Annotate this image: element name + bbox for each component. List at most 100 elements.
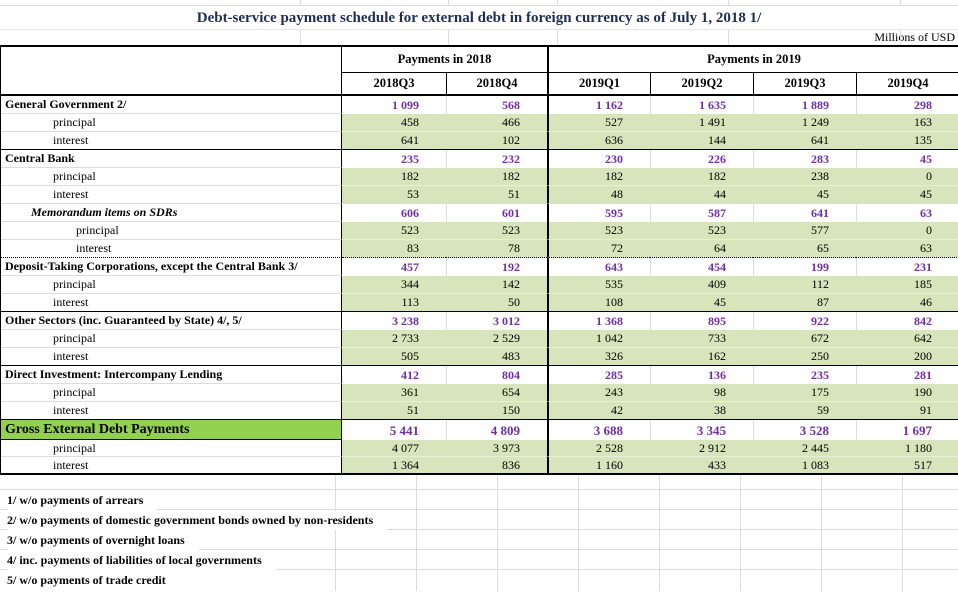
value-cell-total: 641 xyxy=(753,204,856,222)
value-cell-principal: 182 xyxy=(547,168,650,186)
debt-schedule-table: Payments in 2018 Payments in 2019 2018Q3… xyxy=(0,45,958,475)
value-cell-total: 412 xyxy=(401,367,419,382)
table-row-interest: interest 83 78 72 64 65 63 xyxy=(1,240,958,258)
empty-sheet-row xyxy=(0,475,958,490)
value-cell-principal: 182 xyxy=(446,168,547,186)
value-cell-principal: 243 xyxy=(547,384,650,402)
value-cell-principal: 458 xyxy=(342,114,446,132)
sheet-gridline xyxy=(300,30,301,45)
section-label: Other Sectors (inc. Guaranteed by State)… xyxy=(1,312,342,330)
col-header-2019q4: 2019Q4 xyxy=(856,73,958,96)
value-cell-principal: 672 xyxy=(753,330,856,348)
value-cell-total: 457 xyxy=(401,259,419,274)
value-cell-interest: 45 xyxy=(753,186,856,204)
sheet-gridline xyxy=(900,30,901,45)
value-cell-interest: 102 xyxy=(446,132,547,150)
value-cell-total: 1 697 xyxy=(856,420,958,440)
footnotes-area: 1/ w/o payments of arrears 2/ w/o payment… xyxy=(0,475,958,591)
value-cell-total: 587 xyxy=(650,204,753,222)
row-label-principal: principal xyxy=(1,168,342,186)
sheet-gridline xyxy=(557,0,558,5)
value-cell-principal: 577 xyxy=(753,222,856,240)
value-cell-interest: 45 xyxy=(856,186,958,204)
table-row-interest: interest 505 483 326 162 250 200 xyxy=(1,348,958,366)
value-cell-total: 285 xyxy=(547,366,650,384)
header-group-row: Payments in 2018 Payments in 2019 xyxy=(1,47,958,96)
value-cell-interest: 44 xyxy=(650,186,753,204)
row-label-interest: interest xyxy=(1,240,342,258)
row-label-principal: principal xyxy=(1,276,342,294)
row-label-principal: principal xyxy=(1,440,342,457)
value-cell-interest: 1 364 xyxy=(342,457,446,475)
value-cell-principal: 2 445 xyxy=(753,440,856,457)
footnote-text: 5/ w/o payments of trade credit xyxy=(7,571,180,590)
sheet-gridline xyxy=(335,475,336,591)
value-cell-interest: 517 xyxy=(856,457,958,475)
value-cell-principal: 654 xyxy=(446,384,547,402)
value-cell-total: 643 xyxy=(547,258,650,276)
value-cell-total: 192 xyxy=(446,258,547,276)
footnote-text: 4/ inc. payments of liabilities of local… xyxy=(7,551,276,570)
value-cell-interest: 59 xyxy=(753,402,856,420)
col-header-2018q3: 2018Q3 xyxy=(342,73,446,96)
value-cell-total: 136 xyxy=(650,366,753,384)
footnote-row: 2/ w/o payments of domestic government b… xyxy=(0,510,958,530)
value-cell-principal: 527 xyxy=(547,114,650,132)
table-row-total: Direct Investment: Intercompany Lending 4… xyxy=(1,366,958,384)
sheet-gridline xyxy=(902,475,903,591)
value-cell-principal: 238 xyxy=(753,168,856,186)
value-cell-principal: 1 180 xyxy=(856,440,958,457)
value-cell-interest: 51 xyxy=(446,186,547,204)
value-cell-principal: 535 xyxy=(547,276,650,294)
sheet-gridline xyxy=(448,0,449,5)
value-cell-total: 895 xyxy=(650,312,753,330)
row-label-principal: principal xyxy=(1,330,342,348)
value-cell-principal: 2 529 xyxy=(446,330,547,348)
value-cell-principal: 361 xyxy=(342,384,446,402)
row-label-principal: principal xyxy=(1,114,342,132)
value-cell-interest: 135 xyxy=(856,132,958,150)
value-cell-interest: 51 xyxy=(342,402,446,420)
value-cell-interest: 162 xyxy=(650,348,753,366)
value-cell-principal: 0 xyxy=(856,222,958,240)
value-cell-total: 606 xyxy=(401,205,419,220)
table-row-total: Memorandum items on SDRs 606 601 595 587 641 6… xyxy=(1,204,958,222)
value-cell-interest: 836 xyxy=(446,457,547,475)
value-cell-interest: 200 xyxy=(856,348,958,366)
row-label-interest: interest xyxy=(1,186,342,204)
table-row-principal: principal 4 077 3 973 2 528 2 912 2 445 1 180 xyxy=(1,440,958,457)
value-cell-total: 1 635 xyxy=(650,96,753,114)
section-label: Deposit-Taking Corporations, except the … xyxy=(1,258,342,276)
units-note: Millions of USD xyxy=(874,30,955,44)
value-cell-total: 3 345 xyxy=(650,420,753,440)
table-body: General Government 2/1 099 568 1 162 1 635 1… xyxy=(1,96,958,475)
section-label: Gross External Debt Payments xyxy=(1,420,342,440)
value-cell-interest: 108 xyxy=(547,294,650,312)
sheet-gridline xyxy=(578,475,579,591)
value-cell-principal: 1 042 xyxy=(547,330,650,348)
value-cell-interest: 72 xyxy=(547,240,650,258)
sheet-gridline xyxy=(728,30,729,45)
value-cell-interest: 641 xyxy=(753,132,856,150)
value-cell-total: 1 162 xyxy=(547,96,650,114)
footnote-text: 3/ w/o payments of overnight loans xyxy=(7,531,199,550)
footnote-row: 5/ w/o payments of trade credit xyxy=(0,570,958,590)
value-cell-interest: 144 xyxy=(650,132,753,150)
value-cell-principal: 523 xyxy=(650,222,753,240)
value-cell-total: 232 xyxy=(446,150,547,168)
footnote-row: 4/ inc. payments of liabilities of local… xyxy=(0,550,958,570)
table-row-principal: principal 182 182 182 182 238 0 xyxy=(1,168,958,186)
value-cell-principal: 142 xyxy=(446,276,547,294)
value-cell-principal: 112 xyxy=(753,276,856,294)
value-cell-total: 922 xyxy=(753,312,856,330)
row-label-principal: principal xyxy=(1,222,342,240)
sheet-gridline xyxy=(740,475,741,591)
value-cell-total: 1 099 xyxy=(392,97,419,112)
value-cell-principal: 4 077 xyxy=(342,440,446,457)
value-cell-total: 3 012 xyxy=(446,312,547,330)
value-cell-total: 199 xyxy=(753,258,856,276)
value-cell-principal: 466 xyxy=(446,114,547,132)
value-cell-principal: 1 491 xyxy=(650,114,753,132)
value-cell-interest: 63 xyxy=(856,240,958,258)
value-cell-total: 45 xyxy=(856,150,958,168)
